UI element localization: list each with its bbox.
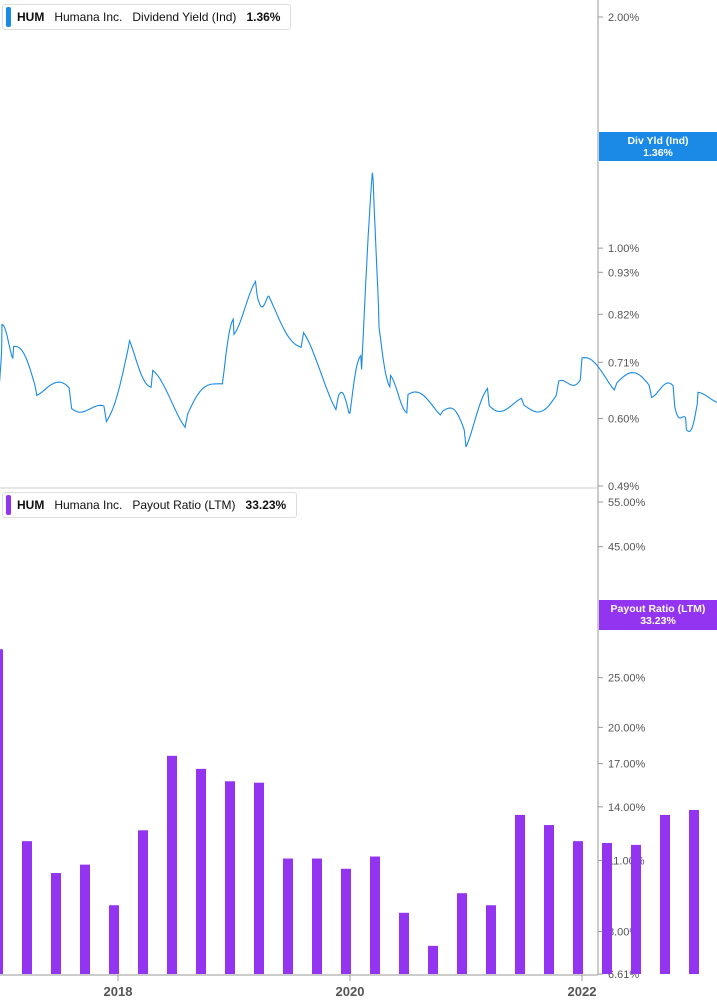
- legend-metric: Payout Ratio (LTM): [132, 498, 236, 512]
- legend-payout-ratio: HUM Humana Inc. Payout Ratio (LTM) 33.23…: [2, 492, 298, 518]
- y-tick-label: 17.00%: [608, 759, 646, 771]
- flag-label: Div Yld (Ind): [627, 135, 689, 147]
- legend-company: Humana Inc.: [54, 498, 123, 512]
- series-line-dividend-yield: [0, 172, 717, 448]
- bar: [0, 649, 3, 974]
- x-tick-label: 2022: [568, 984, 597, 999]
- bar: [283, 858, 293, 974]
- legend-dividend-yield: HUM Humana Inc. Dividend Yield (Ind) 1.3…: [2, 4, 292, 30]
- bar: [225, 781, 235, 974]
- x-tick-label: 2018: [104, 984, 133, 999]
- bar: [660, 814, 670, 974]
- legend-metric: Dividend Yield (Ind): [132, 10, 237, 24]
- bar: [370, 856, 380, 974]
- y-tick-label: 25.00%: [608, 673, 646, 685]
- y-tick-label: 0.49%: [608, 481, 639, 493]
- bar: [196, 768, 206, 974]
- legend-ticker: HUM: [17, 10, 45, 24]
- bar: [573, 841, 583, 974]
- y-tick-label: 14.00%: [608, 802, 646, 814]
- y-tick-label: 55.00%: [608, 497, 646, 509]
- flag-value: 33.23%: [640, 615, 676, 627]
- bar: [544, 825, 554, 974]
- bar: [631, 844, 641, 974]
- legend-value: 1.36%: [246, 10, 281, 24]
- legend-ticker: HUM: [17, 498, 45, 512]
- y-tick-label: 1.00%: [608, 243, 639, 255]
- bar: [602, 843, 612, 974]
- y-tick-label: 45.00%: [608, 542, 646, 554]
- current-value-flag-dividend-yield: Div Yld (Ind) 1.36%: [599, 132, 717, 161]
- bar: [341, 868, 351, 974]
- legend-swatch: [6, 495, 11, 515]
- bar: [689, 810, 699, 974]
- bar: [254, 782, 264, 974]
- bar: [428, 945, 438, 974]
- y-tick-label: 0.82%: [608, 309, 639, 321]
- flag-label: Payout Ratio (LTM): [610, 603, 706, 615]
- flag-value: 1.36%: [643, 147, 673, 159]
- y-tick-label: 2.00%: [608, 12, 639, 24]
- bar: [457, 893, 467, 974]
- y-tick-label: 0.71%: [608, 357, 639, 369]
- bar: [138, 830, 148, 974]
- current-value-flag-payout-ratio: Payout Ratio (LTM) 33.23%: [599, 600, 717, 630]
- bar: [167, 755, 177, 974]
- legend-value: 33.23%: [245, 498, 287, 512]
- legend-company: Humana Inc.: [54, 10, 123, 24]
- bar: [80, 864, 90, 974]
- bar: [51, 873, 61, 974]
- y-tick-label: 20.00%: [608, 722, 646, 734]
- bar: [312, 858, 322, 974]
- bar: [22, 841, 32, 974]
- y-tick-label: 0.93%: [608, 267, 639, 279]
- bar: [486, 905, 496, 974]
- x-tick-label: 2020: [336, 984, 365, 999]
- bar: [109, 905, 119, 974]
- bar: [515, 814, 525, 974]
- legend-swatch: [6, 7, 11, 27]
- bar: [399, 912, 409, 974]
- y-tick-label: 0.60%: [608, 413, 639, 425]
